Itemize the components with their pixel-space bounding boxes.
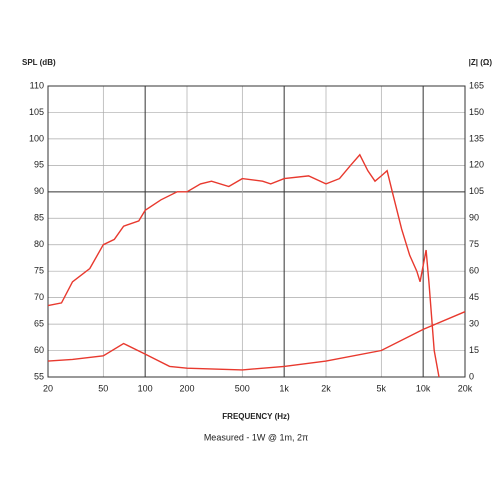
y2-tick-label: 60 bbox=[469, 266, 479, 276]
y-tick-label: 70 bbox=[34, 292, 44, 302]
y2-tick-label: 0 bbox=[469, 371, 474, 381]
subtitle: Measured - 1W @ 1m, 2π bbox=[204, 432, 308, 442]
y2-tick-label: 105 bbox=[469, 186, 484, 196]
x-tick-label: 2k bbox=[321, 383, 331, 393]
y2-tick-label: 90 bbox=[469, 213, 479, 223]
y2-tick-label: 165 bbox=[469, 80, 484, 90]
y2-tick-label: 30 bbox=[469, 318, 479, 328]
y-tick-label: 105 bbox=[29, 107, 44, 117]
y2-tick-label: 15 bbox=[469, 345, 479, 355]
y2-tick-label: 120 bbox=[469, 160, 484, 170]
y2-tick-label: 75 bbox=[469, 239, 479, 249]
x-tick-label: 20 bbox=[43, 383, 53, 393]
x-tick-label: 500 bbox=[235, 383, 250, 393]
y-tick-label: 80 bbox=[34, 239, 44, 249]
x-tick-label: 50 bbox=[98, 383, 108, 393]
y-tick-label: 110 bbox=[30, 80, 44, 90]
y-tick-label: 95 bbox=[34, 160, 44, 170]
y-axis-label: SPL (dB) bbox=[22, 58, 56, 67]
x-tick-label: 20k bbox=[458, 383, 473, 393]
y-tick-label: 60 bbox=[34, 345, 44, 355]
x-tick-label: 200 bbox=[179, 383, 194, 393]
y-tick-label: 90 bbox=[34, 186, 44, 196]
y-tick-label: 65 bbox=[34, 318, 44, 328]
x-tick-label: 1k bbox=[279, 383, 289, 393]
y-tick-label: 55 bbox=[34, 371, 44, 381]
y2-tick-label: 45 bbox=[469, 292, 479, 302]
y-tick-label: 85 bbox=[34, 213, 44, 223]
plot-frame bbox=[47, 85, 466, 378]
y2-tick-label: 150 bbox=[469, 107, 484, 117]
x-axis-label: FREQUENCY (Hz) bbox=[222, 412, 290, 421]
y2-axis-label: |Z| (Ω) bbox=[469, 58, 493, 67]
data-line bbox=[47, 311, 466, 371]
x-tick-label: 10k bbox=[416, 383, 431, 393]
x-tick-label: 100 bbox=[138, 383, 153, 393]
x-tick-label: 5k bbox=[377, 383, 387, 393]
y-tick-label: 100 bbox=[29, 133, 44, 143]
y-tick-label: 75 bbox=[34, 266, 44, 276]
y2-tick-label: 135 bbox=[469, 133, 484, 143]
data-line bbox=[47, 153, 440, 378]
